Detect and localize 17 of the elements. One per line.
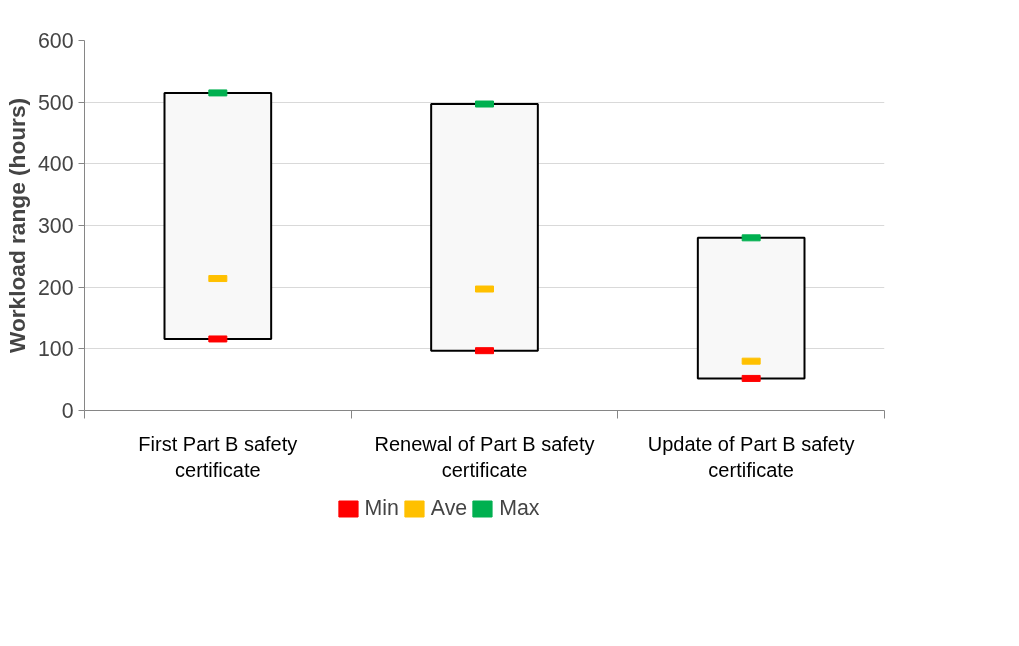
bar [163, 91, 273, 340]
bar [696, 236, 806, 380]
x-tick-label: First Part B safety certificate [138, 432, 298, 481]
legend-label: Ave [430, 495, 468, 521]
x-tick-label: Renewal of Part B safety certificate [374, 432, 595, 481]
y-tick-label: 200 [37, 275, 74, 300]
y-tick-label: 0 [61, 399, 74, 423]
legend-label: Min [364, 495, 399, 521]
legend-label: Max [499, 495, 540, 521]
bar [430, 103, 539, 352]
y-tick-label: 400 [37, 152, 74, 177]
y-axis-title: Workload range (hours) [3, 97, 30, 354]
y-tick-label: 300 [37, 214, 74, 238]
y-tick-label: 600 [37, 29, 74, 53]
x-tick-label: Update of Part B safety certificate [647, 432, 855, 481]
y-tick-label: 100 [37, 337, 74, 362]
y-tick-label: 500 [37, 90, 74, 115]
